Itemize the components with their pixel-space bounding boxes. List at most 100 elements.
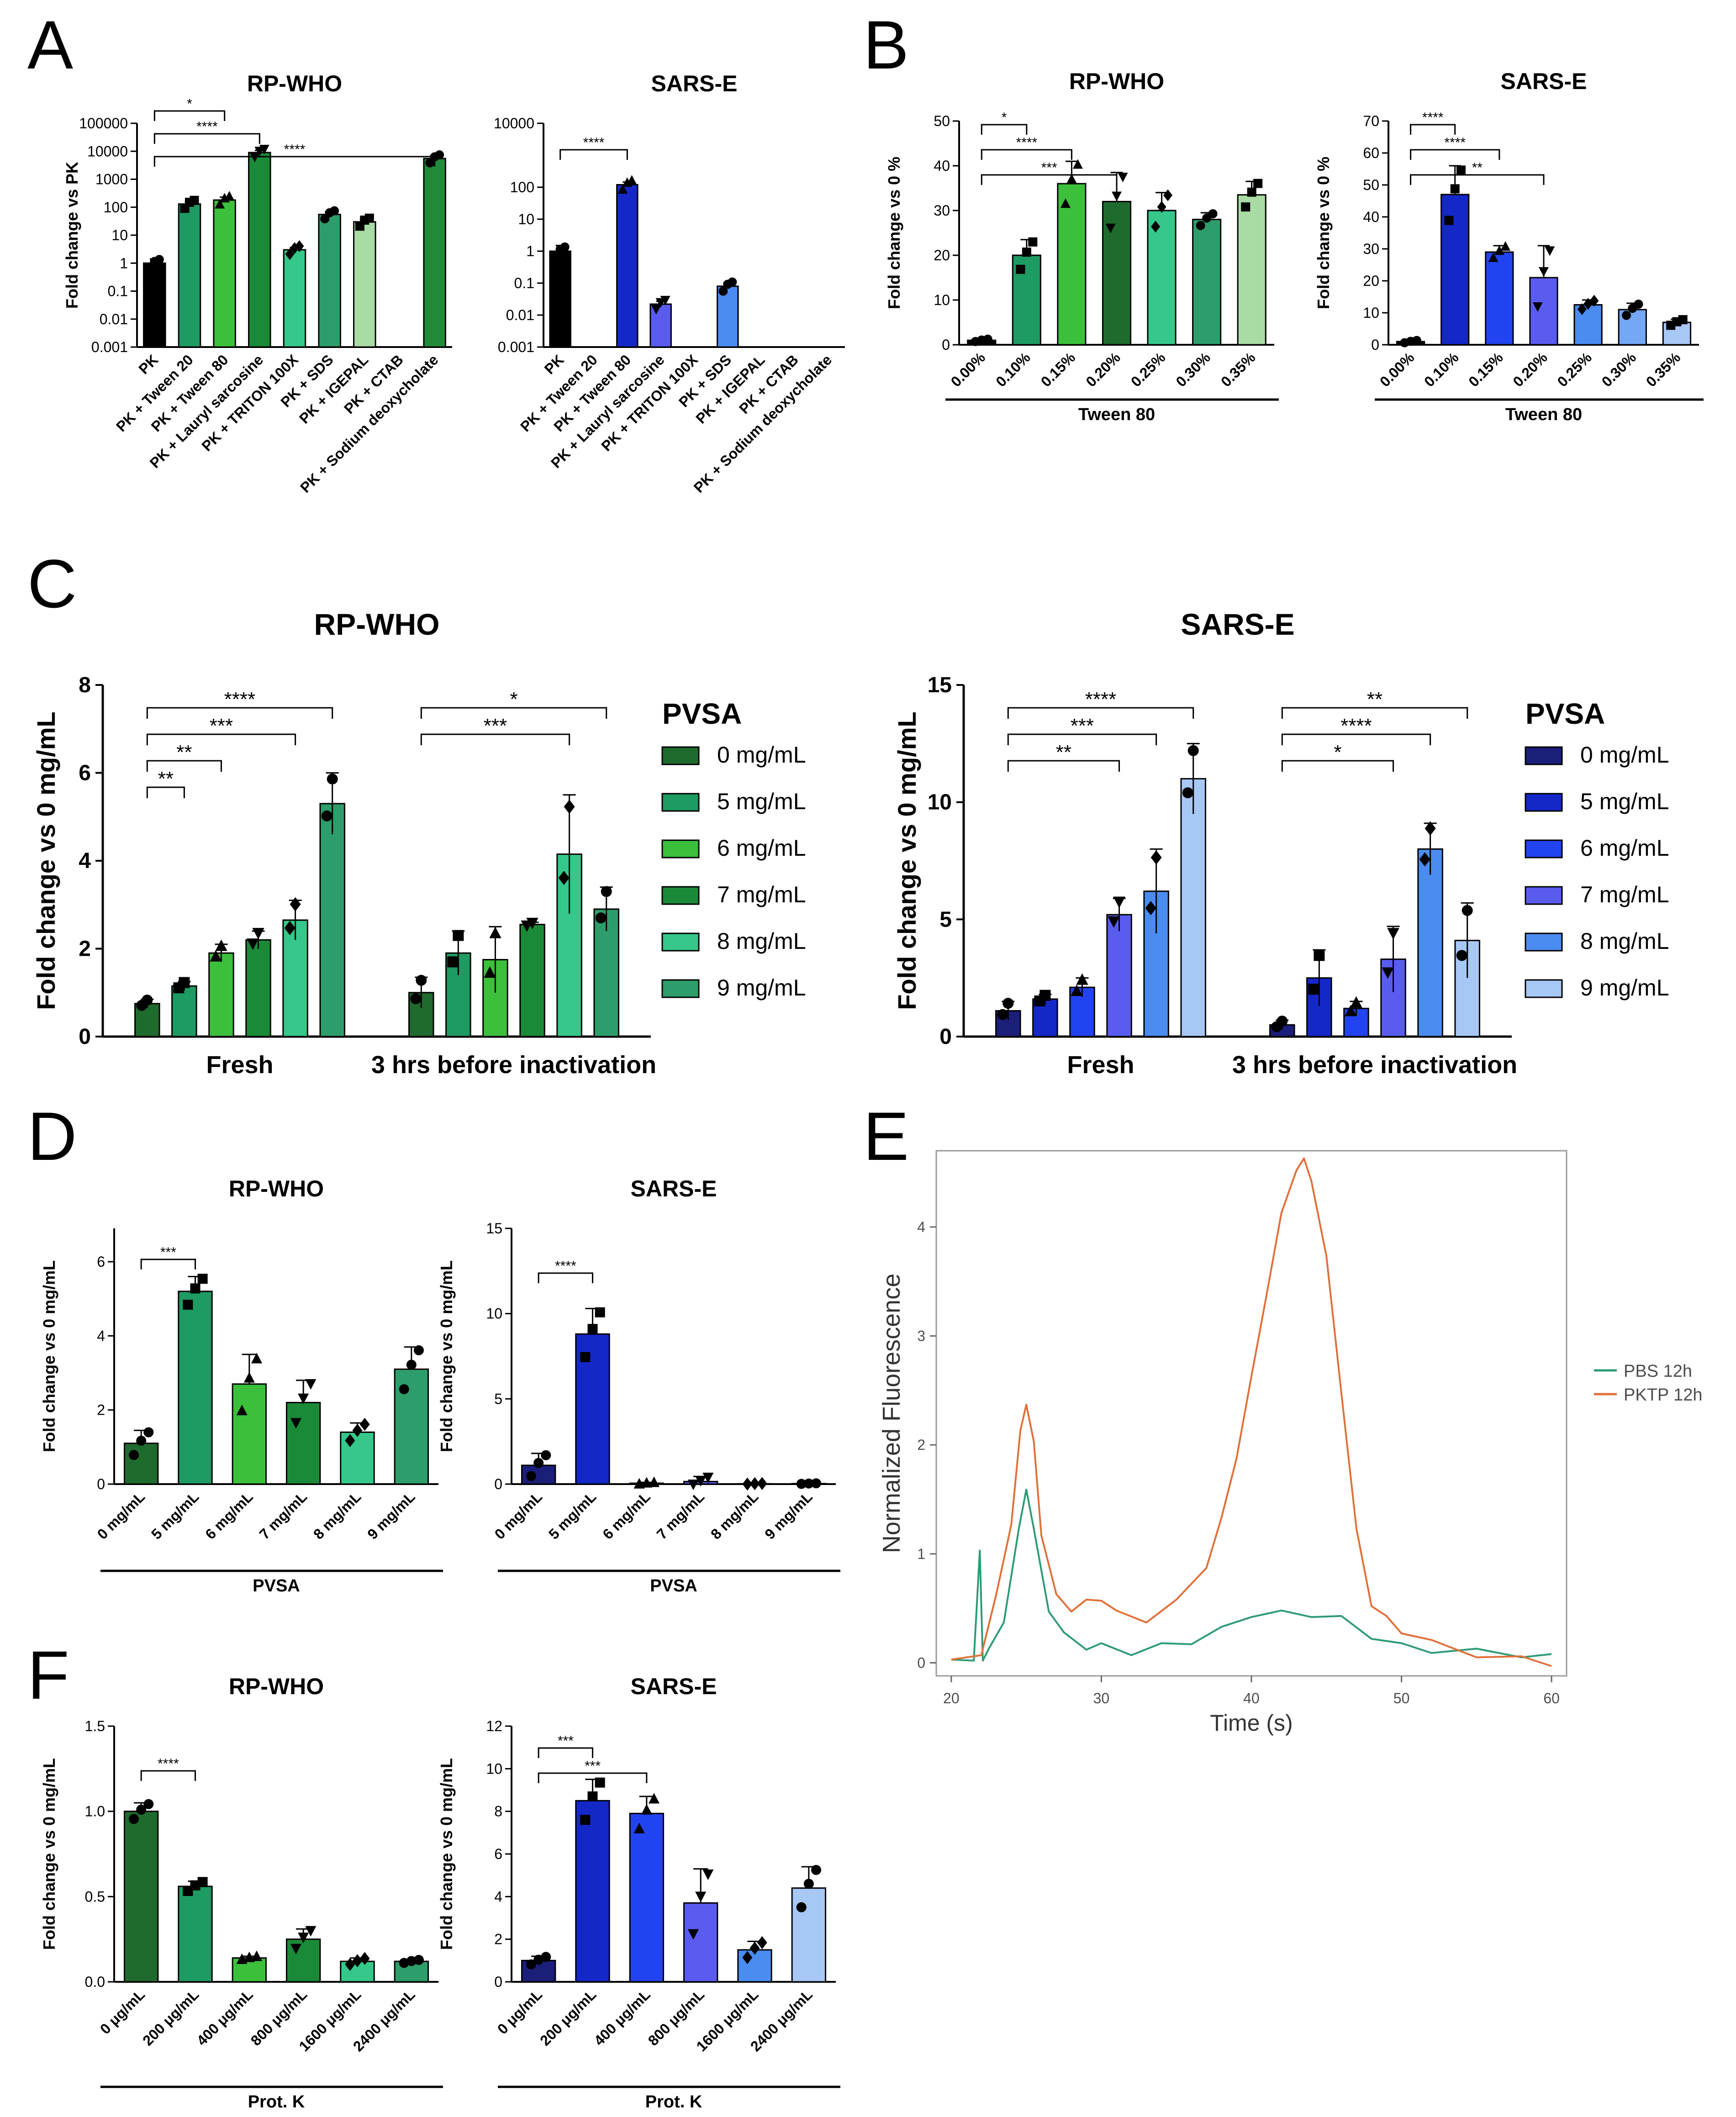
significance-bracket xyxy=(1281,733,1431,745)
data-point xyxy=(521,920,533,932)
chart-title: RP-WHO xyxy=(314,607,440,641)
data-point xyxy=(298,1393,309,1404)
significance-bracket xyxy=(981,149,1072,160)
data-point xyxy=(1308,984,1319,995)
y-tick-label: 30 xyxy=(934,202,950,219)
data-point xyxy=(1150,850,1162,865)
panel-label-f: F xyxy=(27,1637,69,1713)
data-point xyxy=(435,150,444,160)
y-tick-label: 60 xyxy=(1363,145,1379,161)
y-tick-label: 15 xyxy=(486,1220,502,1237)
x-tick-label: 0.15% xyxy=(1465,349,1506,390)
bar xyxy=(394,1368,429,1485)
data-point xyxy=(1532,302,1543,312)
bar xyxy=(549,250,571,348)
data-point xyxy=(580,1815,591,1825)
data-point xyxy=(413,1345,424,1356)
data-point xyxy=(305,1926,317,1937)
data-point xyxy=(997,1009,1008,1020)
data-point xyxy=(651,305,661,315)
significance-label: ** xyxy=(176,741,192,764)
y-axis-label: Fold change vs 0 mg/mL xyxy=(40,1758,58,1950)
data-point xyxy=(1678,315,1688,325)
group-label: 3 hrs before inactivation xyxy=(371,1051,656,1079)
y-tick-label: 0 xyxy=(79,1025,91,1049)
data-point xyxy=(243,1372,255,1383)
y-tick-label: 6 xyxy=(494,1846,502,1862)
y-tick-label: 1 xyxy=(917,1546,925,1562)
data-point xyxy=(695,1476,707,1487)
chart-title: SARS-E xyxy=(1181,607,1294,641)
significance-label: **** xyxy=(284,142,306,157)
data-point xyxy=(1545,246,1555,256)
data-point xyxy=(1022,248,1031,257)
legend-swatch xyxy=(661,979,700,998)
x-tick-label: PK xyxy=(135,351,161,377)
y-tick-label: 1 xyxy=(120,255,128,271)
chart-d1: RP-WHO 0 2 4 6 Fold change vs 0 mg/mL 0 mg/mL 5… xyxy=(40,1176,443,1596)
data-point xyxy=(1622,311,1631,320)
x-tick-label: 200 μg/mL xyxy=(139,1986,202,2049)
data-point xyxy=(295,240,304,253)
data-point xyxy=(173,982,185,994)
x-tick-label: 0.10% xyxy=(992,349,1034,390)
bar xyxy=(232,1383,267,1485)
bar xyxy=(285,1401,321,1485)
bar xyxy=(575,1800,610,1983)
data-point xyxy=(1034,995,1045,1006)
data-point xyxy=(1241,202,1251,212)
x-tick-label: 6 mg/mL xyxy=(599,1488,653,1542)
significance-label: *** xyxy=(558,1733,574,1748)
y-tick-label: 4 xyxy=(494,1888,502,1905)
data-point xyxy=(641,1477,652,1488)
data-point xyxy=(702,1472,714,1484)
data-point xyxy=(136,1000,148,1011)
legend-swatch xyxy=(1525,746,1563,765)
legend-label: 5 mg/mL xyxy=(1580,789,1669,814)
significance-label: **** xyxy=(1422,110,1444,125)
x-tick-label: 400 μg/mL xyxy=(193,1986,256,2049)
data-point xyxy=(413,1955,424,1965)
bar xyxy=(143,262,166,348)
y-tick-label: 0 xyxy=(939,1025,952,1049)
data-point xyxy=(1314,950,1325,961)
data-point xyxy=(687,1929,699,1940)
bar xyxy=(319,803,345,1037)
y-tick-label: 8 xyxy=(494,1803,502,1820)
x-tick-label: 7 mg/mL xyxy=(256,1488,310,1542)
significance-label: * xyxy=(510,688,517,711)
y-tick-label: 2 xyxy=(494,1931,502,1948)
data-point xyxy=(742,1477,753,1491)
data-point xyxy=(560,242,570,252)
data-point xyxy=(601,886,612,897)
data-point xyxy=(489,927,501,938)
data-point xyxy=(1066,174,1077,184)
significance-label: * xyxy=(1334,741,1341,764)
y-tick-label: 10 xyxy=(486,1306,502,1322)
data-point xyxy=(129,1814,139,1824)
y-tick-label: 10 xyxy=(518,211,534,227)
data-point xyxy=(251,1950,263,1961)
y-tick-label: 8 xyxy=(79,673,91,697)
chart-f1: RP-WHO 0.0 0.5 1.0 1.5 Fold change vs 0 mg/mL… xyxy=(40,1674,443,2112)
legend-title: PVSA xyxy=(662,697,742,730)
y-tick-label: 1 xyxy=(526,243,534,259)
significance-bracket xyxy=(153,110,226,121)
data-point xyxy=(587,1791,598,1801)
y-axis-label: Fold change vs 0 % xyxy=(885,157,903,309)
bar xyxy=(248,152,271,348)
data-point xyxy=(406,1359,417,1370)
data-point xyxy=(1253,179,1263,188)
data-point xyxy=(197,1877,208,1887)
data-point xyxy=(757,1936,767,1949)
x-tick-label: 40 xyxy=(1243,1690,1260,1706)
y-tick-label: 4 xyxy=(97,1327,105,1344)
chart-d2: SARS-E 0 5 10 15 Fold change vs 0 mg/mL 0 mg/m… xyxy=(437,1176,840,1596)
chart-title: RP-WHO xyxy=(247,71,342,96)
data-point xyxy=(252,928,264,940)
x-tick-label: 50 xyxy=(1393,1690,1410,1706)
bar xyxy=(283,249,306,348)
data-point xyxy=(1118,173,1128,183)
data-point xyxy=(330,206,339,216)
